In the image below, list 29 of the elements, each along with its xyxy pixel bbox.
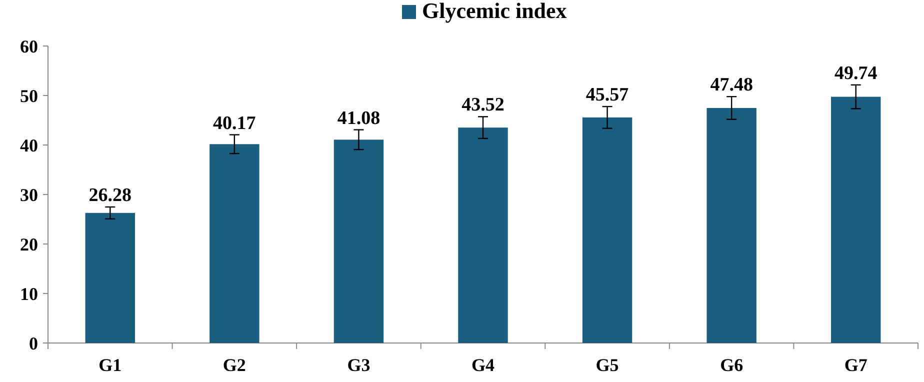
x-tick-label: G6 [720,355,744,375]
legend-label: Glycemic index [422,0,567,23]
y-tick-label: 30 [20,184,38,205]
bar [334,140,384,343]
data-label: 40.17 [213,112,256,134]
bar [706,108,756,343]
y-tick-label: 40 [20,135,38,156]
bar [85,212,135,343]
data-label: 43.52 [462,94,504,116]
x-tick-label: G5 [596,355,619,375]
x-tick-label: G2 [222,355,246,375]
bar [210,144,260,343]
data-label: 41.08 [337,108,380,129]
y-tick-label: 0 [29,333,38,354]
data-label: 49.74 [834,62,878,84]
x-tick-label: G4 [471,355,495,375]
y-tick-label: 60 [20,36,38,56]
bar [458,128,508,343]
y-tick-label: 50 [20,86,38,106]
bar [831,96,881,343]
data-label: 47.48 [710,74,753,96]
y-tick-label: 20 [20,234,38,254]
x-tick-label: G7 [844,355,868,375]
bar [582,117,632,343]
data-label: 45.57 [586,84,630,106]
data-label: 26.28 [88,184,132,206]
x-tick-label: G3 [347,355,370,375]
x-tick-label: G1 [98,355,122,375]
y-tick-label: 10 [20,284,38,304]
